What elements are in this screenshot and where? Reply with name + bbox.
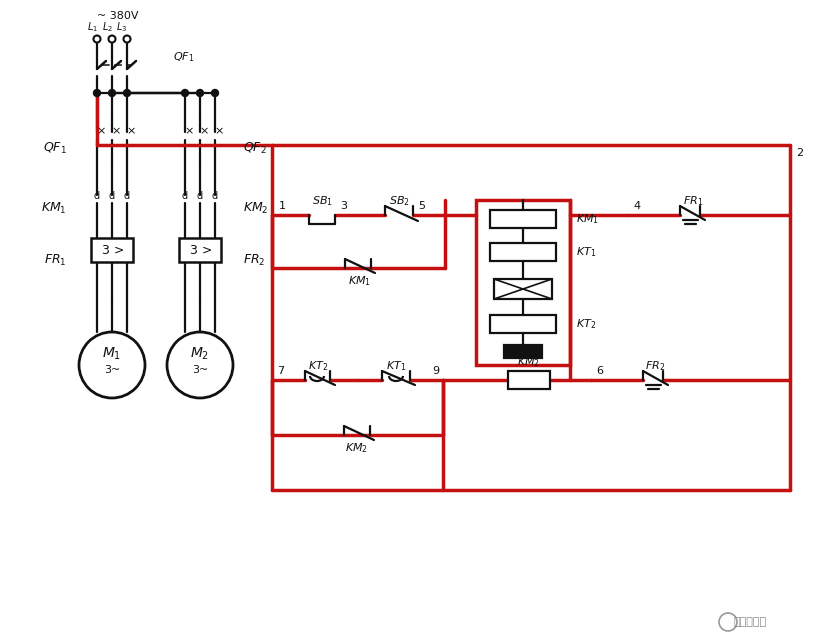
Text: ×: ×: [215, 126, 224, 136]
Text: 2: 2: [796, 148, 803, 158]
Text: d: d: [94, 191, 100, 201]
Text: $FR_2$: $FR_2$: [645, 359, 665, 373]
Text: $KM_2$: $KM_2$: [345, 441, 369, 455]
Text: 3 >: 3 >: [102, 244, 124, 257]
Text: ×: ×: [199, 126, 209, 136]
Circle shape: [109, 35, 116, 42]
Text: $L_3$: $L_3$: [117, 20, 127, 34]
Bar: [179, 238, 221, 262]
Text: $L_1$: $L_1$: [87, 20, 99, 34]
Text: $SB_2$: $SB_2$: [388, 194, 410, 208]
Text: $QF_1$: $QF_1$: [173, 50, 194, 64]
Text: d: d: [109, 191, 115, 201]
Text: 3~: 3~: [192, 365, 208, 375]
Text: $M_1$: $M_1$: [102, 346, 122, 362]
Circle shape: [94, 89, 100, 96]
Text: 3 >: 3 >: [190, 244, 212, 257]
Text: 4: 4: [633, 201, 640, 211]
Text: $FR_1$: $FR_1$: [44, 253, 67, 267]
Circle shape: [167, 332, 233, 398]
Text: $KT_1$: $KT_1$: [386, 359, 406, 373]
Bar: [490, 210, 556, 228]
Circle shape: [79, 332, 145, 398]
Text: $FR_1$: $FR_1$: [683, 194, 703, 208]
Text: ×: ×: [111, 126, 121, 136]
Text: 3~: 3~: [104, 365, 120, 375]
Bar: [504, 345, 542, 358]
Circle shape: [181, 89, 188, 96]
Text: $QF_1$: $QF_1$: [43, 140, 67, 156]
Text: $KM_2$: $KM_2$: [243, 201, 268, 215]
Text: d: d: [124, 191, 130, 201]
Text: ~ 380V: ~ 380V: [97, 11, 139, 21]
Bar: [91, 238, 133, 262]
Text: ×: ×: [184, 126, 193, 136]
Text: 小电工点点: 小电工点点: [734, 617, 766, 627]
Circle shape: [197, 89, 203, 96]
Text: 3: 3: [340, 201, 347, 211]
Text: $M_2$: $M_2$: [190, 346, 210, 362]
Text: $KM_1$: $KM_1$: [348, 274, 371, 288]
Bar: [508, 371, 550, 389]
Bar: [490, 243, 556, 261]
Text: ×: ×: [96, 126, 106, 136]
Text: $KT_2$: $KT_2$: [308, 359, 328, 373]
Text: $KM_1$: $KM_1$: [42, 201, 67, 215]
Text: $L_2$: $L_2$: [101, 20, 113, 34]
Text: 6: 6: [596, 366, 603, 376]
Bar: [476, 200, 570, 365]
Text: d: d: [212, 191, 218, 201]
Text: 1: 1: [279, 201, 286, 211]
Circle shape: [94, 35, 100, 42]
Circle shape: [211, 89, 219, 96]
Text: $FR_2$: $FR_2$: [243, 253, 265, 267]
Text: d: d: [182, 191, 188, 201]
Bar: [490, 315, 556, 333]
Text: $QF_2$: $QF_2$: [243, 140, 267, 156]
Text: 9: 9: [432, 366, 440, 376]
Text: ×: ×: [126, 126, 135, 136]
Text: $SB_1$: $SB_1$: [312, 194, 332, 208]
Text: $KT_1$: $KT_1$: [576, 245, 596, 259]
Text: $KM_2$: $KM_2$: [517, 355, 540, 369]
Circle shape: [123, 35, 131, 42]
Text: $KT_2$: $KT_2$: [576, 317, 596, 331]
Circle shape: [109, 89, 116, 96]
Text: $KM_1$: $KM_1$: [576, 212, 599, 226]
Text: 7: 7: [277, 366, 284, 376]
Circle shape: [719, 613, 737, 631]
Text: 5: 5: [418, 201, 425, 211]
Circle shape: [123, 89, 131, 96]
Bar: [494, 279, 552, 299]
Text: d: d: [197, 191, 203, 201]
